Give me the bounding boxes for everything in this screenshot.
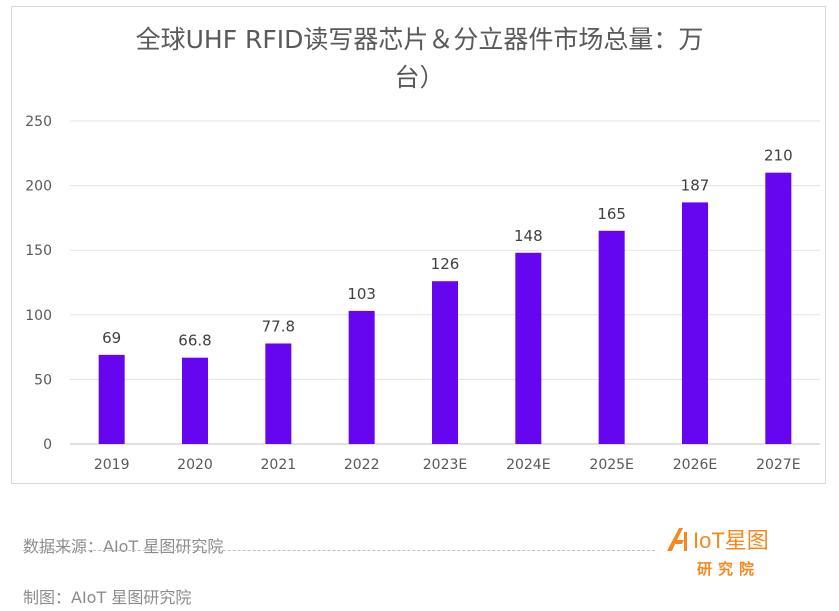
chart-frame: 全球UHF RFID读写器芯片＆分立器件市场总量：万 台） 0 50 100 150 2… <box>11 6 826 484</box>
data-source-note: 数据来源：AIoT 星图研究院 <box>23 537 224 556</box>
bar-chart: 0 50 100 150 200 250 69 2019 66.8 2020 77.8 2021 103… <box>25 114 820 473</box>
bar <box>348 310 375 444</box>
data-label: 187 <box>681 176 710 194</box>
aiot-logo: IoT星图 研究院 <box>664 524 794 584</box>
data-label: 69 <box>102 329 121 347</box>
bar <box>515 252 542 444</box>
chart-title-line-1: 全球UHF RFID读写器芯片＆分立器件市场总量：万 <box>135 25 704 54</box>
data-label: 66.8 <box>178 332 211 350</box>
x-tick-label: 2025E <box>589 457 633 473</box>
data-label: 165 <box>597 205 626 223</box>
y-tick-label: 250 <box>25 114 52 130</box>
bar <box>765 172 792 444</box>
bar <box>98 354 125 444</box>
bar <box>265 343 292 444</box>
x-tick-label: 2024E <box>506 457 550 473</box>
bar <box>598 230 625 444</box>
data-label: 103 <box>347 285 376 303</box>
bar <box>432 281 458 444</box>
data-label: 148 <box>514 227 543 245</box>
x-tick-label: 2022 <box>344 457 380 473</box>
bar <box>182 357 208 444</box>
footer-divider <box>23 550 655 551</box>
y-tick-label: 50 <box>34 372 52 388</box>
data-label: 77.8 <box>262 317 295 335</box>
chart-title-line-2: 台） <box>394 63 445 92</box>
y-tick-label: 150 <box>25 243 52 259</box>
y-tick-label: 100 <box>25 308 52 324</box>
logo-wordmark: IoT星图 <box>693 528 769 553</box>
logo-wordmark-row: IoT星图 <box>664 524 769 554</box>
chart-maker-note: 制图：AIoT 星图研究院 <box>23 588 192 607</box>
y-tick-label: 0 <box>43 437 52 453</box>
x-tick-label: 2027E <box>756 457 800 473</box>
logo-a-mark-icon <box>667 528 687 551</box>
data-label: 126 <box>431 255 460 273</box>
chart-title: 全球UHF RFID读写器芯片＆分立器件市场总量：万 台） <box>12 21 827 97</box>
x-tick-label: 2026E <box>673 457 717 473</box>
x-tick-label: 2023E <box>423 457 467 473</box>
x-tick-label: 2019 <box>94 457 130 473</box>
x-tick-label: 2020 <box>177 457 213 473</box>
y-tick-label: 200 <box>25 179 52 195</box>
logo-subtitle: 研究院 <box>697 560 761 578</box>
bar <box>682 202 708 444</box>
data-label: 210 <box>764 147 793 165</box>
x-tick-label: 2021 <box>261 457 297 473</box>
